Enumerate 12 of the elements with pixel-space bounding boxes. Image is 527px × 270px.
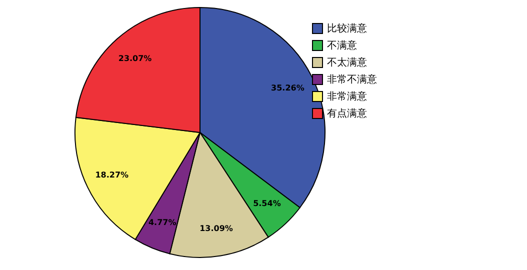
data-label: 5.54% [253, 199, 281, 208]
legend-label: 不太满意 [327, 56, 367, 68]
data-label: 35.26% [271, 84, 304, 93]
data-label: 23.07% [118, 54, 152, 64]
data-label: 13.09% [200, 224, 233, 234]
legend-label: 不满意 [327, 40, 357, 52]
legend-label: 非常不满意 [327, 74, 377, 86]
legend-label: 有点满意 [327, 108, 367, 120]
legend-label: 非常满意 [327, 90, 367, 102]
data-label: 18.27% [95, 170, 129, 180]
legend-label: 比较满意 [327, 22, 367, 34]
data-label: 4.77% [148, 218, 176, 227]
